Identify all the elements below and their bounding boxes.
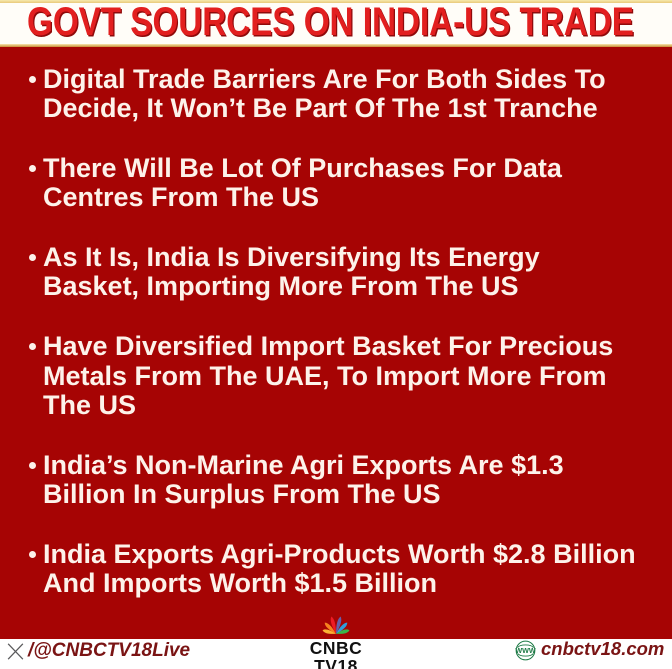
svg-text:WWW: WWW [515, 647, 536, 655]
